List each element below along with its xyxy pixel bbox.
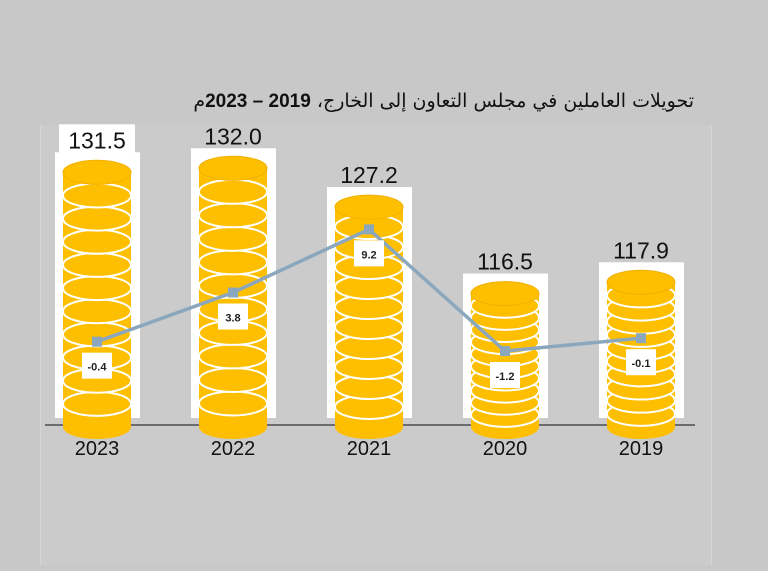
coin: [198, 249, 268, 276]
bar-value-label: 127.2: [340, 162, 398, 188]
bar-value-label: 116.5: [477, 249, 533, 275]
bar-value-label: 131.5: [68, 127, 126, 153]
coin-top: [606, 269, 676, 295]
line-label-box: [626, 349, 656, 376]
coin: [62, 298, 132, 325]
coin: [62, 228, 132, 255]
line-marker: [500, 346, 510, 357]
coin: [198, 225, 268, 252]
bar-value-label: 132.0: [204, 123, 262, 149]
coin-top: [334, 194, 404, 220]
coin: [198, 390, 268, 417]
line-label-box: [82, 352, 112, 379]
coin: [62, 182, 132, 209]
line-value-label: -0.1: [632, 358, 651, 370]
coin: [199, 415, 267, 439]
line-value-label: 3.8: [225, 313, 240, 325]
bar-2021: [327, 187, 412, 439]
coin: [198, 366, 268, 393]
coin-top: [470, 281, 540, 307]
line-value-label: 9.2: [361, 249, 376, 261]
bar-value-label: 117.9: [613, 237, 669, 263]
coin: [198, 343, 268, 370]
chart-title: تحويلات العاملين في مجلس التعاون إلى الخ…: [193, 90, 694, 112]
coin-top: [62, 159, 132, 185]
x-tick-label: 2022: [211, 438, 256, 460]
line-marker: [92, 336, 102, 347]
line-value-label: -1.2: [496, 371, 515, 383]
line-marker: [228, 287, 238, 298]
bar-2019: [599, 262, 684, 439]
line-label-box: [218, 303, 248, 330]
line-marker: [636, 333, 646, 344]
coin: [63, 415, 131, 439]
coin: [62, 205, 132, 232]
coin: [62, 390, 132, 417]
line-label-box: [490, 362, 520, 389]
coin: [62, 275, 132, 302]
coin-top: [198, 155, 268, 181]
coin: [198, 178, 268, 205]
line-label-box: [354, 240, 384, 267]
x-tick-label: 2019: [619, 438, 664, 460]
coin: [335, 415, 403, 439]
x-tick-label: 2023: [75, 438, 120, 460]
line-marker: [364, 224, 374, 235]
coin: [62, 251, 132, 278]
bar-2023: [55, 124, 140, 439]
bar-2020: [463, 273, 548, 439]
coin: [198, 202, 268, 229]
x-tick-label: 2020: [483, 438, 528, 460]
x-tick-label: 2021: [347, 438, 392, 460]
line-value-label: -0.4: [88, 362, 108, 374]
